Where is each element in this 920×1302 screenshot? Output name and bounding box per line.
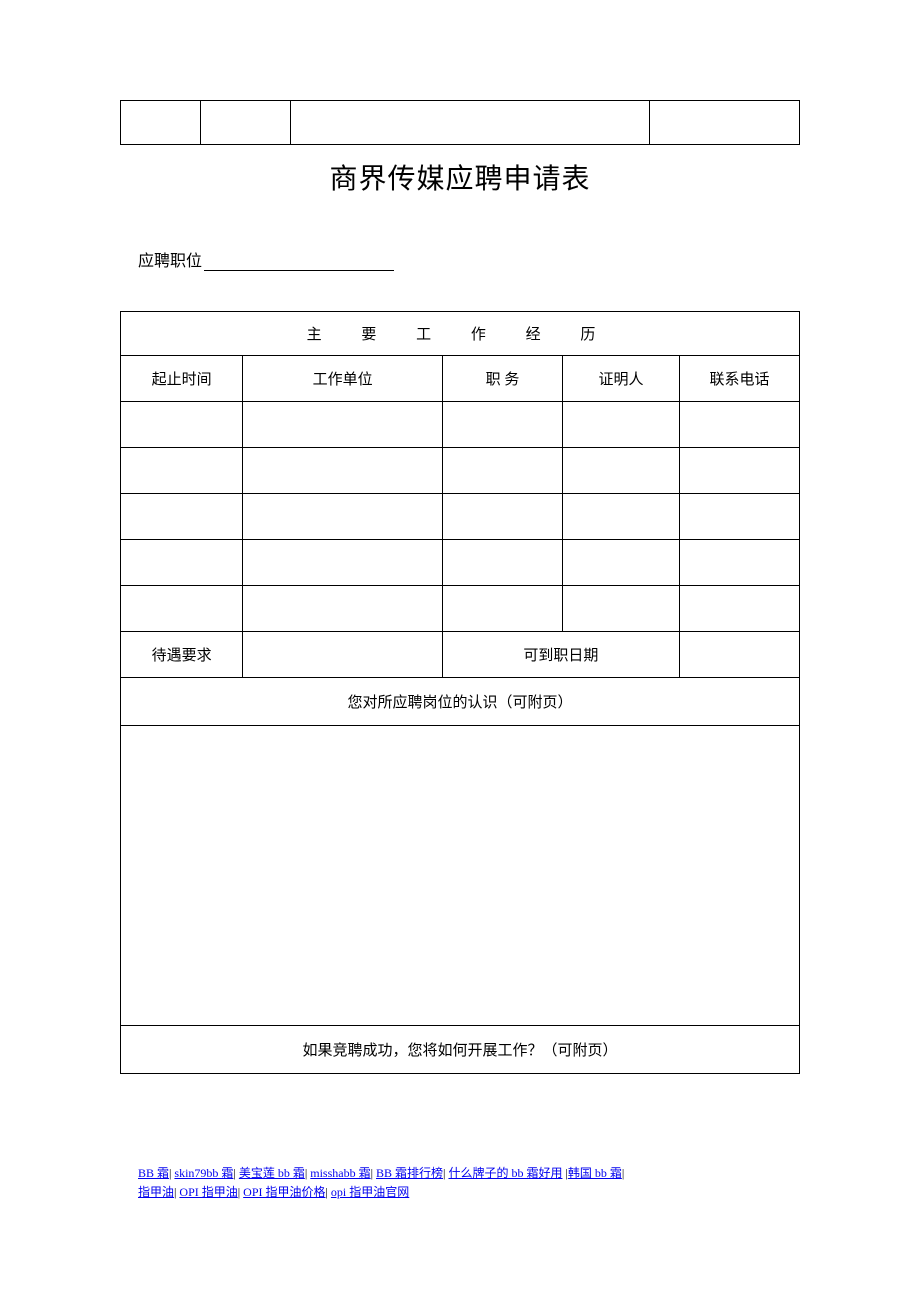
cell[interactable] (121, 494, 243, 540)
cell[interactable] (679, 586, 799, 632)
footer-link[interactable]: 美宝莲 bb 霜 (239, 1166, 305, 1180)
col-header-employer: 工作单位 (243, 356, 443, 402)
cell[interactable] (121, 586, 243, 632)
cell[interactable] (243, 540, 443, 586)
top-blank-table (120, 100, 800, 145)
footer-link[interactable]: 韩国 bb 霜 (568, 1166, 622, 1180)
col-header-reference: 证明人 (563, 356, 680, 402)
footer-link[interactable]: 指甲油 (138, 1185, 174, 1199)
position-line: 应聘职位 (138, 247, 800, 271)
footer-link[interactable]: BB 霜 (138, 1166, 169, 1180)
cell[interactable] (563, 540, 680, 586)
understanding-header: 您对所应聘岗位的认识（可附页） (121, 678, 800, 726)
cell[interactable] (679, 402, 799, 448)
footer-link[interactable]: 什么牌子的 bb 霜好用 (448, 1166, 562, 1180)
cell[interactable] (121, 402, 243, 448)
footer-link[interactable]: skin79bb 霜 (174, 1166, 233, 1180)
cell[interactable] (563, 402, 680, 448)
understanding-cell[interactable] (121, 726, 800, 1026)
footer-link[interactable]: opi 指甲油官网 (331, 1185, 409, 1199)
plan-header: 如果竞聘成功，您将如何开展工作？（可附页） (121, 1026, 800, 1074)
top-cell-2 (201, 101, 291, 145)
salary-label: 待遇要求 (121, 632, 243, 678)
col-header-phone: 联系电话 (679, 356, 799, 402)
work-history-header: 主 要 工 作 经 历 (121, 312, 800, 356)
work-history-row (121, 402, 800, 448)
form-title: 商界传媒应聘申请表 (120, 157, 800, 197)
cell[interactable] (442, 402, 562, 448)
footer-link[interactable]: OPI 指甲油 (179, 1185, 237, 1199)
salary-cell[interactable] (243, 632, 443, 678)
work-history-row (121, 540, 800, 586)
footer-links: BB 霜| skin79bb 霜| 美宝莲 bb 霜| misshabb 霜| … (138, 1164, 800, 1202)
cell[interactable] (442, 540, 562, 586)
cell[interactable] (563, 494, 680, 540)
work-history-row (121, 448, 800, 494)
cell[interactable] (121, 540, 243, 586)
cell[interactable] (563, 586, 680, 632)
cell[interactable] (679, 494, 799, 540)
start-date-cell[interactable] (679, 632, 799, 678)
cell[interactable] (243, 448, 443, 494)
top-cell-3 (291, 101, 650, 145)
cell[interactable] (679, 540, 799, 586)
col-header-position: 职 务 (442, 356, 562, 402)
position-underline[interactable] (204, 270, 394, 271)
footer-link[interactable]: misshabb 霜 (310, 1166, 370, 1180)
cell[interactable] (679, 448, 799, 494)
separator: | (622, 1166, 624, 1180)
cell[interactable] (442, 448, 562, 494)
main-form-table: 主 要 工 作 经 历 起止时间 工作单位 职 务 证明人 联系电话 待遇要求 … (120, 311, 800, 1074)
work-history-row (121, 494, 800, 540)
cell[interactable] (442, 586, 562, 632)
footer-link[interactable]: OPI 指甲油价格 (243, 1185, 325, 1199)
cell[interactable] (243, 402, 443, 448)
footer-link[interactable]: BB 霜排行榜 (376, 1166, 443, 1180)
start-date-label: 可到职日期 (442, 632, 679, 678)
top-cell-1 (121, 101, 201, 145)
work-history-row (121, 586, 800, 632)
cell[interactable] (243, 586, 443, 632)
cell[interactable] (243, 494, 443, 540)
cell[interactable] (121, 448, 243, 494)
cell[interactable] (563, 448, 680, 494)
top-cell-4 (650, 101, 800, 145)
col-header-time: 起止时间 (121, 356, 243, 402)
position-label: 应聘职位 (138, 253, 202, 270)
cell[interactable] (442, 494, 562, 540)
